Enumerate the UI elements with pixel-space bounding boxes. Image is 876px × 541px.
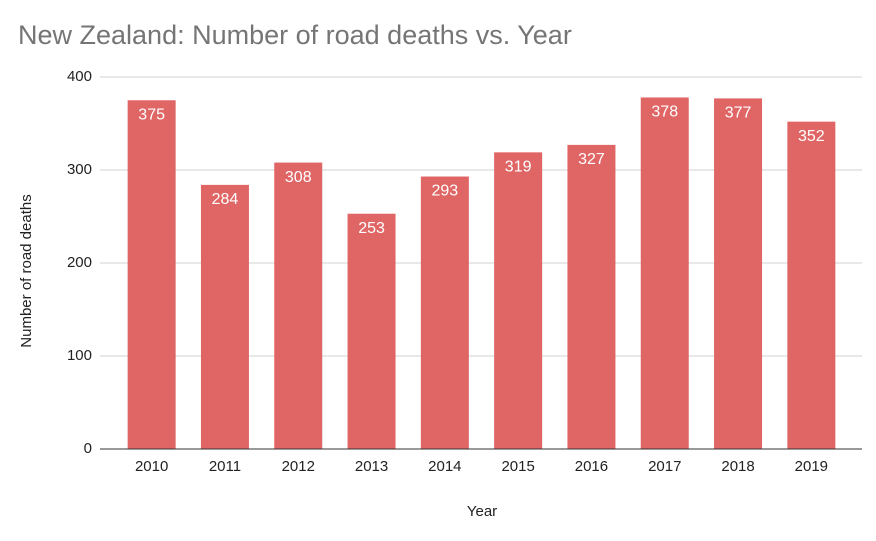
x-tick-label: 2016 xyxy=(575,458,608,475)
x-tick-label: 2011 xyxy=(209,458,241,475)
x-tick-label: 2013 xyxy=(355,458,388,475)
bar xyxy=(640,97,689,450)
bar xyxy=(127,100,176,449)
y-axis-label: Number of road deaths xyxy=(18,194,35,347)
y-tick-label: 100 xyxy=(67,347,92,364)
data-label: 253 xyxy=(358,220,385,237)
x-tick-label: 2014 xyxy=(428,458,461,475)
bar xyxy=(420,176,469,449)
x-tick-label: 2015 xyxy=(501,458,534,475)
data-label: 284 xyxy=(212,191,239,208)
data-label: 327 xyxy=(578,151,605,168)
y-tick-label: 200 xyxy=(67,254,92,271)
data-label: 319 xyxy=(505,159,532,176)
x-tick-label: 2019 xyxy=(795,458,828,475)
bar xyxy=(494,152,543,449)
x-tick-label: 2010 xyxy=(135,458,168,475)
data-label: 352 xyxy=(798,128,825,145)
bar xyxy=(714,98,763,449)
bar xyxy=(274,162,323,449)
x-tick-label: 2018 xyxy=(721,458,754,475)
bar xyxy=(567,144,616,449)
data-label: 308 xyxy=(285,169,312,186)
data-label: 293 xyxy=(431,183,458,200)
data-label: 378 xyxy=(651,104,678,121)
x-tick-label: 2012 xyxy=(282,458,315,475)
bar xyxy=(787,121,836,449)
x-axis-label: Year xyxy=(467,503,497,520)
x-tick-label: 2017 xyxy=(648,458,681,475)
y-tick-label: 300 xyxy=(67,161,92,178)
y-tick-label: 400 xyxy=(67,68,92,85)
bar xyxy=(347,213,396,449)
bar xyxy=(200,184,249,449)
chart-title: New Zealand: Number of road deaths vs. Y… xyxy=(18,20,572,50)
data-label: 375 xyxy=(138,106,165,123)
data-label: 377 xyxy=(725,105,752,122)
y-tick-label: 0 xyxy=(84,440,92,457)
